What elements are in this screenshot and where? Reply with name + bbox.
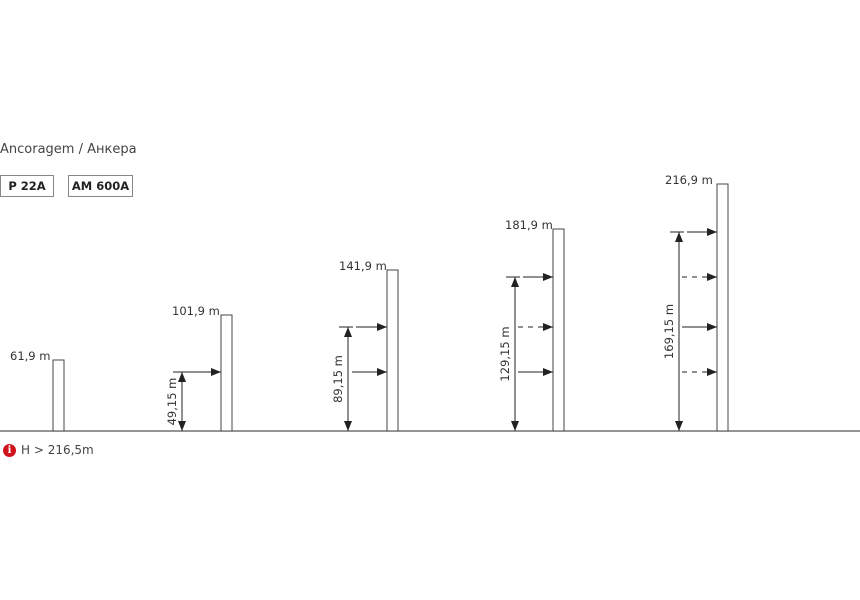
height-note: i H > 216,5m [3, 443, 94, 457]
diagram-title: Ancoragem / Анкера [0, 142, 137, 157]
dimension-label: 49,15 m [165, 378, 179, 426]
mast-height-label: 216,9 m [665, 173, 713, 187]
mast [220, 314, 233, 432]
mast [716, 183, 729, 432]
info-icon: i [3, 443, 16, 457]
mast-height-label: 141,9 m [339, 259, 387, 273]
mast-height-label: 181,9 m [505, 218, 553, 232]
dimension-label: 129,15 m [498, 326, 512, 381]
tag-p22a: P 22A [0, 175, 54, 197]
dimension-label: 169,15 m [662, 304, 676, 359]
dimension-label: 89,15 m [331, 355, 345, 403]
height-note-text: H > 216,5m [21, 443, 94, 457]
mast [386, 269, 399, 432]
tag-am600a: AM 600A [68, 175, 133, 197]
mast [552, 228, 565, 432]
mast [52, 359, 65, 432]
mast-height-label: 101,9 m [172, 304, 220, 318]
mast-height-label: 61,9 m [10, 349, 50, 363]
